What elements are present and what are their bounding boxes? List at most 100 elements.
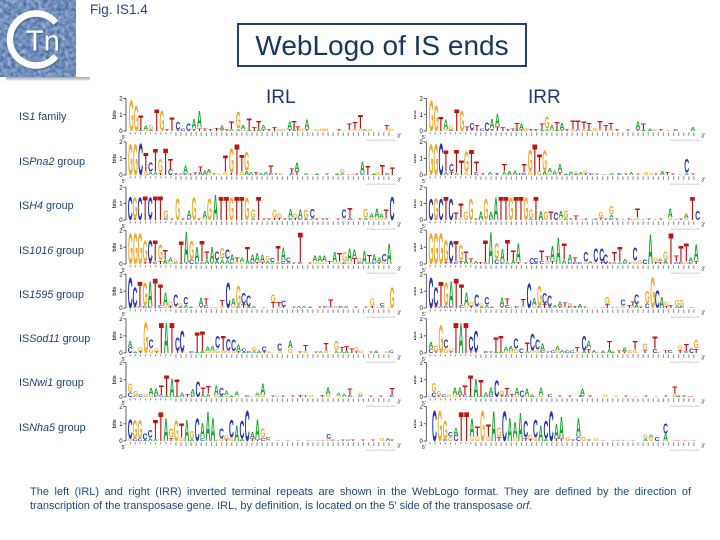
svg-text:T: T <box>686 396 692 397</box>
svg-text:T: T <box>624 174 630 176</box>
svg-text:G: G <box>231 305 236 309</box>
svg-text:C: C <box>269 173 275 176</box>
svg-text:A: A <box>301 306 307 309</box>
svg-text:C: C <box>439 191 444 226</box>
svg-text:5′: 5′ <box>122 268 126 274</box>
svg-text:T: T <box>328 299 333 310</box>
svg-text:C: C <box>187 217 193 220</box>
svg-text:T: T <box>624 395 630 397</box>
svg-text:G: G <box>189 237 194 266</box>
svg-text:A: A <box>250 253 255 266</box>
svg-text:A: A <box>294 161 299 174</box>
svg-text:A: A <box>255 391 260 396</box>
svg-text:5′: 5′ <box>122 135 126 141</box>
svg-text:T: T <box>256 191 261 228</box>
svg-text:T: T <box>170 114 175 135</box>
svg-text:A: A <box>686 441 691 442</box>
svg-text:C: C <box>489 394 494 398</box>
svg-text:weblogo.berkeley.edu: weblogo.berkeley.edu <box>670 448 700 452</box>
svg-text:G: G <box>571 128 576 131</box>
svg-text:T: T <box>615 441 621 442</box>
svg-text:2: 2 <box>420 185 424 191</box>
svg-text:T: T <box>271 395 277 397</box>
svg-text:C: C <box>429 191 434 226</box>
svg-text:G: G <box>486 437 491 443</box>
svg-text:T: T <box>664 395 670 397</box>
svg-text:T: T <box>587 439 593 442</box>
svg-text:A: A <box>317 254 322 263</box>
svg-text:A: A <box>449 276 454 314</box>
svg-text:T: T <box>669 228 674 274</box>
svg-text:G: G <box>357 256 362 264</box>
svg-text:T: T <box>554 438 559 442</box>
svg-text:T: T <box>454 317 459 363</box>
svg-text:T: T <box>654 174 660 176</box>
svg-text:A: A <box>247 129 253 132</box>
svg-text:2: 2 <box>119 228 123 234</box>
svg-text:C: C <box>246 350 252 353</box>
svg-text:G: G <box>464 172 469 177</box>
svg-text:A: A <box>314 173 320 176</box>
svg-text:A: A <box>231 298 236 309</box>
svg-text:G: G <box>309 394 314 397</box>
svg-text:T: T <box>255 261 260 265</box>
svg-text:A: A <box>164 317 169 363</box>
svg-text:C: C <box>432 391 437 399</box>
svg-text:T: T <box>444 144 449 179</box>
svg-text:T: T <box>239 150 244 177</box>
svg-text:3′: 3′ <box>397 133 401 139</box>
svg-text:T: T <box>170 218 176 221</box>
svg-text:A: A <box>376 129 381 130</box>
svg-text:A: A <box>468 395 474 398</box>
svg-text:T: T <box>540 122 545 131</box>
svg-text:G: G <box>143 394 148 398</box>
svg-text:T: T <box>250 438 255 442</box>
svg-text:T: T <box>468 370 473 402</box>
svg-text:T: T <box>336 128 342 131</box>
svg-text:A: A <box>205 344 210 352</box>
svg-text:C: C <box>128 391 133 399</box>
svg-text:A: A <box>255 414 260 446</box>
svg-text:A: A <box>380 306 386 309</box>
svg-text:A: A <box>675 306 681 309</box>
svg-text:C: C <box>239 418 244 446</box>
svg-text:G: G <box>509 350 514 354</box>
svg-text:T: T <box>212 173 218 176</box>
svg-text:T: T <box>653 218 659 219</box>
svg-text:T: T <box>169 317 174 363</box>
svg-text:C: C <box>542 290 547 308</box>
svg-text:G: G <box>244 191 249 227</box>
svg-text:C: C <box>230 261 236 265</box>
svg-text:G: G <box>633 260 638 265</box>
svg-text:T: T <box>647 218 653 220</box>
svg-text:C: C <box>429 347 434 355</box>
svg-text:G: G <box>244 148 249 177</box>
svg-text:C: C <box>204 304 209 309</box>
svg-text:A: A <box>308 306 314 309</box>
svg-text:C: C <box>514 335 519 351</box>
svg-text:G: G <box>638 259 643 265</box>
svg-text:A: A <box>580 386 585 396</box>
svg-text:1: 1 <box>420 289 424 295</box>
svg-text:C: C <box>179 173 184 176</box>
svg-text:T: T <box>511 127 516 132</box>
svg-text:T: T <box>522 163 527 176</box>
svg-text:5′: 5′ <box>422 135 426 141</box>
svg-text:C: C <box>600 307 605 308</box>
svg-text:C: C <box>439 139 444 185</box>
svg-text:G: G <box>384 129 389 132</box>
svg-text:T: T <box>320 394 326 397</box>
svg-text:T: T <box>610 308 616 309</box>
svg-text:G: G <box>235 262 240 265</box>
svg-text:A: A <box>473 374 478 403</box>
svg-text:A: A <box>550 124 555 131</box>
svg-text:T: T <box>153 144 158 180</box>
svg-text:A: A <box>489 386 494 397</box>
svg-text:G: G <box>643 172 648 177</box>
svg-text:C: C <box>281 260 286 265</box>
svg-text:G: G <box>332 262 337 265</box>
svg-text:A: A <box>659 294 664 312</box>
svg-text:G: G <box>288 347 293 355</box>
svg-text:A: A <box>578 172 583 177</box>
svg-text:T: T <box>336 441 342 442</box>
